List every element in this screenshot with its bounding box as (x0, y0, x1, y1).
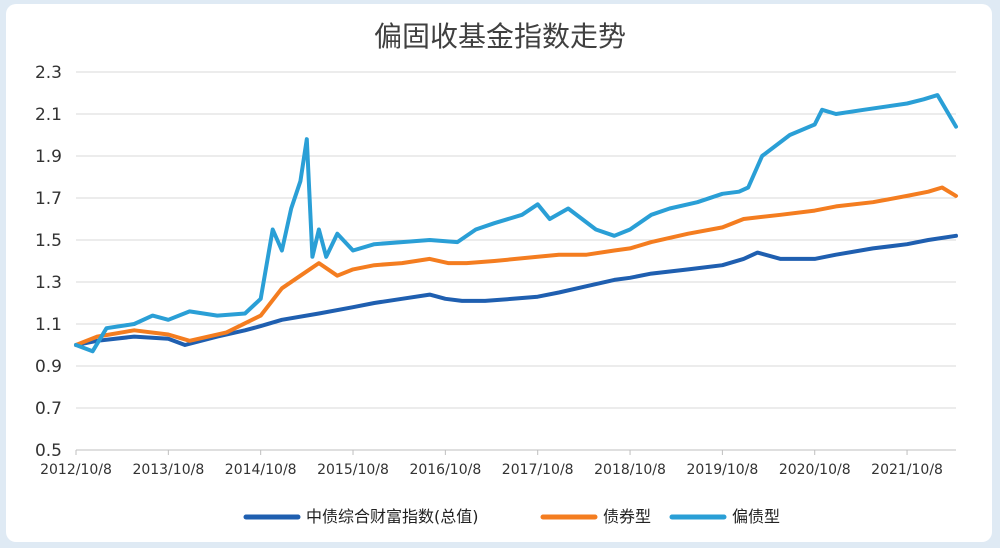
y-tick-label: 0.5 (35, 441, 62, 461)
series-line-2 (74, 93, 958, 354)
x-axis (75, 449, 956, 455)
x-tick-label: 2012/10/8 (40, 462, 112, 478)
legend: 中债综合财富指数(总值) 债券型 偏债型 (243, 507, 780, 526)
x-tick-label: 2020/10/8 (779, 462, 851, 478)
y-tick-label: 1.1 (35, 315, 62, 335)
x-tick-label: 2014/10/8 (225, 462, 297, 478)
x-tick-label: 2019/10/8 (686, 462, 758, 478)
chart-title: 偏固收基金指数走势 (374, 20, 626, 53)
y-tick-label: 1.5 (35, 231, 62, 251)
series-lines (74, 93, 958, 354)
series-line-1 (74, 185, 958, 347)
legend-label-1: 债券型 (603, 507, 651, 526)
legend-label-2: 偏债型 (732, 507, 780, 526)
x-tick-label: 2017/10/8 (502, 462, 574, 478)
x-tick-label: 2016/10/8 (409, 462, 481, 478)
legend-label-0: 中债综合财富指数(总值) (306, 507, 479, 526)
y-tick-label: 0.7 (35, 399, 62, 419)
series-line-0 (74, 233, 958, 347)
x-tick-label: 2013/10/8 (132, 462, 204, 478)
x-tick-labels: 2012/10/8 2013/10/8 2014/10/8 2015/10/8 2016… (40, 462, 943, 478)
y-tick-label: 1.9 (35, 147, 62, 167)
y-tick-labels: 0.5 0.7 0.9 1.1 1.3 1.5 1.7 1.9 2.1 2.3 (35, 63, 62, 461)
y-tick-label: 0.9 (35, 357, 62, 377)
chart-card (6, 4, 992, 542)
y-tick-label: 1.3 (35, 273, 62, 293)
x-tick-label: 2015/10/8 (317, 462, 389, 478)
y-tick-label: 2.3 (35, 63, 62, 83)
y-tick-label: 2.1 (35, 105, 62, 125)
grid-lines (76, 71, 956, 451)
x-tick-label: 2018/10/8 (594, 462, 666, 478)
x-tick-label: 2021/10/8 (871, 462, 943, 478)
y-tick-label: 1.7 (35, 189, 62, 209)
